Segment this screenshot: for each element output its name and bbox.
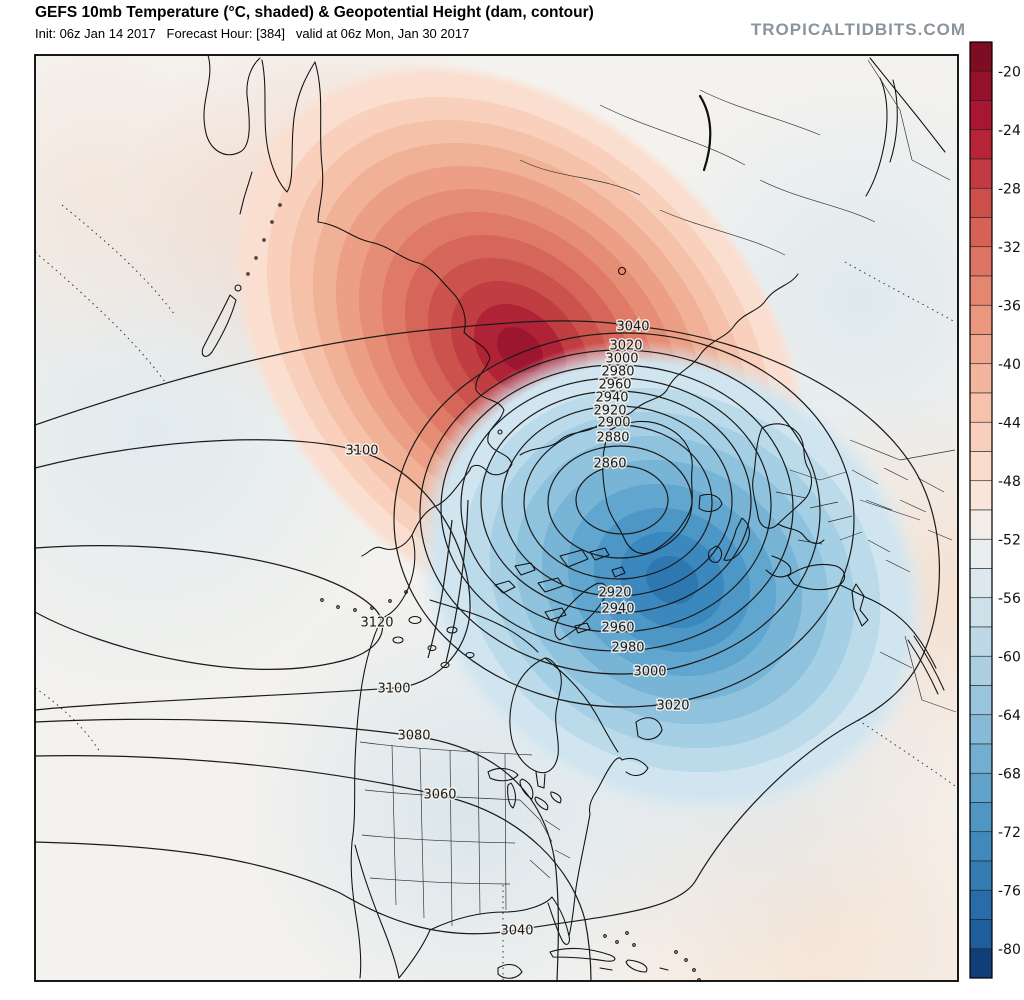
contour-label-layer: 3040302030002980296029402920290028802860… [344,318,691,940]
colorbar-segment [969,421,993,452]
colorbar-tick-label: -68 [998,766,1021,782]
colorbar-tick-label: -44 [998,415,1021,431]
colorbar-segment [969,919,993,950]
colorbar-segment [969,41,993,72]
colorbar-segment [969,626,993,657]
contour-label: 2880 [596,431,629,446]
colorbar-tick-label: -60 [998,649,1021,665]
contour-label: 3060 [423,788,456,803]
colorbar-segment [969,889,993,920]
colorbar-segment [969,714,993,745]
colorbar-segment [969,802,993,833]
colorbar-segment [969,860,993,891]
contour-label: 3100 [377,682,410,697]
colorbar-segment [969,568,993,599]
colorbar-segment [969,246,993,277]
contour-label: 3040 [616,320,649,335]
contour-label: 3120 [360,616,393,631]
colorbar-segment [969,772,993,803]
colorbar: -20 -24 -28 -32 -36 -40 -44 -48 -52 -56 -60 -64 -68 -… [969,41,1021,979]
map-frame [34,54,959,982]
colorbar-segment [969,70,993,101]
contour-label: 2860 [593,457,626,472]
contour-label: 3000 [633,665,666,680]
contour-label: 2940 [601,602,634,617]
colorbar-segment [969,304,993,335]
colorbar-segment [969,655,993,686]
colorbar-segment [969,451,993,482]
contour-label: 2980 [611,641,644,656]
contour-label: 3020 [656,699,689,714]
colorbar-segment [969,275,993,306]
colorbar-tick-label: -56 [998,591,1021,607]
colorbar-outline [969,41,993,979]
colorbar-segment [969,480,993,511]
colorbar-segment [969,334,993,365]
coastlines [201,55,946,981]
colorbar-segment [969,217,993,248]
colorbar-segment [969,363,993,394]
map-plot-area: 3040302030002980296029402920290028802860… [35,55,958,981]
init-valid-line: Init: 06z Jan 14 2017 Forecast Hour: [38… [35,26,470,41]
colorbar-tick-label: -64 [998,708,1021,724]
contour-label: 3020 [609,339,642,354]
contour-label: 2940 [595,391,628,406]
contour-label: 2960 [601,621,634,636]
graticule [35,204,958,980]
colorbar-segment [969,187,993,218]
colorbar-tick-label: -80 [998,942,1021,958]
colorbar-tick-label: -20 [998,64,1021,80]
colorbar-segment [969,538,993,569]
page-title: GEFS 10mb Temperature (°C, shaded) & Geo… [35,4,594,21]
colorbar-tick-label: -36 [998,298,1021,314]
colorbar-tick-label: -76 [998,883,1021,899]
colorbar-segment [969,597,993,628]
colorbar-tick-label: -28 [998,181,1021,197]
contour-label: 2920 [598,586,631,601]
contour-label: 2960 [598,378,631,393]
contour-label: 3100 [345,444,378,459]
colorbar-segment [969,158,993,189]
contour-label: 2980 [601,365,634,380]
colorbar-tick-label: -24 [998,123,1021,139]
colorbar-segment [969,685,993,716]
colorbar-segment [969,129,993,160]
contour-label: 3000 [605,352,638,367]
colorbar-segment [969,392,993,423]
colorbar-tick-label: -40 [998,357,1021,373]
political-borders [359,59,957,927]
colorbar-tick-label: -52 [998,532,1021,548]
contour-label: 3080 [397,729,430,744]
colorbar-segment [969,831,993,862]
colorbar-segment [969,100,993,131]
contour-label: 3040 [500,924,533,939]
colorbar-tick-label: -72 [998,825,1021,841]
colorbar-segment [969,743,993,774]
height-contours [35,320,940,981]
colorbar-tick-label: -32 [998,240,1021,256]
contour-label: 2900 [597,416,630,431]
tropicaltidbits-watermark: TROPICALTIDBITS.COM [750,20,966,39]
cold-anomaly-shading [35,55,958,981]
colorbar-segment [969,948,993,979]
contour-label: 2920 [593,404,626,419]
colorbar-segment [969,509,993,540]
colorbar-tick-label: -48 [998,474,1021,490]
